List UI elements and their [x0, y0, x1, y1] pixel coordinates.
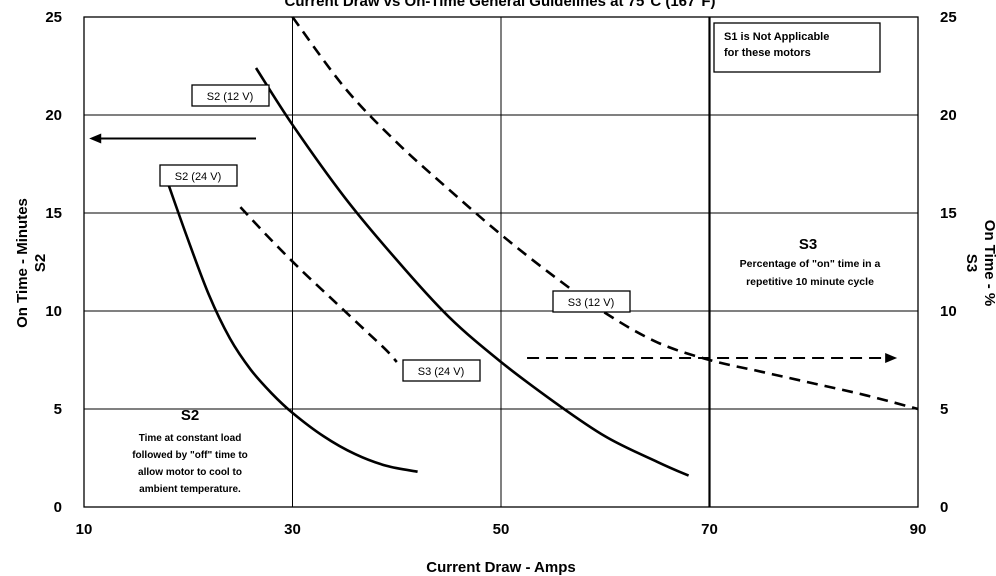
curve-label-s2-24v: S2 (24 V) — [175, 171, 221, 183]
right-y-tick-5: 5 — [940, 401, 948, 418]
chart-title: Current Draw vs On-Time General Guidelin… — [284, 0, 715, 10]
curve-label-s2-12v: S2 (12 V) — [207, 91, 253, 103]
arrow-head-0 — [89, 133, 102, 144]
curve-label-s3-12v: S3 (12 V) — [568, 297, 614, 309]
x-tick-50: 50 — [493, 521, 510, 538]
vertical-gridlines — [292, 17, 711, 507]
right-axis-title: On Time - % — [981, 220, 996, 306]
right-y-tick-20: 20 — [940, 107, 957, 124]
left-y-tick-20: 20 — [45, 107, 62, 124]
s1-note-line-2: for these motors — [724, 47, 811, 59]
s2-note-line-3: allow motor to cool to — [138, 467, 242, 478]
s1-note-line-1: S1 is Not Applicable — [724, 31, 829, 43]
label-box-s3-24v — [402, 359, 481, 382]
s2-note-line-2: followed by "off" time to — [132, 450, 248, 461]
left-y-tick-0: 0 — [54, 499, 62, 516]
x-tick-70: 70 — [701, 521, 718, 538]
series-line-s3-24-v — [239, 206, 398, 363]
label-box-s3-12v — [552, 290, 631, 313]
left-axis-subtitle: S2 — [32, 254, 49, 272]
s2-note-line-4: ambient temperature. — [139, 484, 241, 495]
right-axis-title-group: On Time - % S3 — [963, 220, 996, 306]
right-axis-subtitle: S3 — [963, 254, 980, 272]
s2-note-line-1: Time at constant load — [139, 433, 242, 444]
s3-note-line-2: repetitive 10 minute cycle — [746, 276, 874, 288]
arrow-head-1 — [885, 353, 898, 364]
left-y-tick-15: 15 — [45, 205, 62, 222]
label-box-s2-12v — [191, 84, 270, 107]
right-y-tick-25: 25 — [940, 9, 957, 26]
left-y-tick-10: 10 — [45, 303, 62, 320]
x-tick-90: 90 — [910, 521, 927, 538]
s3-note-line-1: Percentage of "on" time in a — [740, 258, 881, 270]
x-tick-10: 10 — [76, 521, 93, 538]
left-y-tick-labels: 0 5 10 15 20 25 — [45, 9, 62, 516]
s3-note-title: S3 — [799, 236, 817, 253]
curve-label-s3-24v: S3 (24 V) — [418, 366, 464, 378]
label-box-s2-24v — [159, 164, 238, 187]
series-line-s2-12-v — [254, 67, 690, 477]
left-axis-title: On Time - Minutes — [14, 198, 31, 328]
left-y-tick-5: 5 — [54, 401, 62, 418]
right-y-tick-0: 0 — [940, 499, 948, 516]
s1-note-box — [713, 22, 881, 73]
arrows — [89, 133, 898, 364]
right-y-tick-labels: 0 5 10 15 20 25 — [940, 9, 957, 516]
x-tick-labels: 10 30 50 70 90 — [76, 521, 927, 538]
s2-note-title: S2 — [181, 407, 199, 424]
left-axis-title-group: On Time - Minutes S2 — [14, 198, 49, 328]
x-axis-title: Current Draw - Amps — [426, 559, 575, 576]
left-y-tick-25: 25 — [45, 9, 62, 26]
right-y-tick-15: 15 — [940, 205, 957, 222]
series-line-s2-24-v — [166, 181, 418, 473]
x-tick-30: 30 — [284, 521, 301, 538]
right-y-tick-10: 10 — [940, 303, 957, 320]
